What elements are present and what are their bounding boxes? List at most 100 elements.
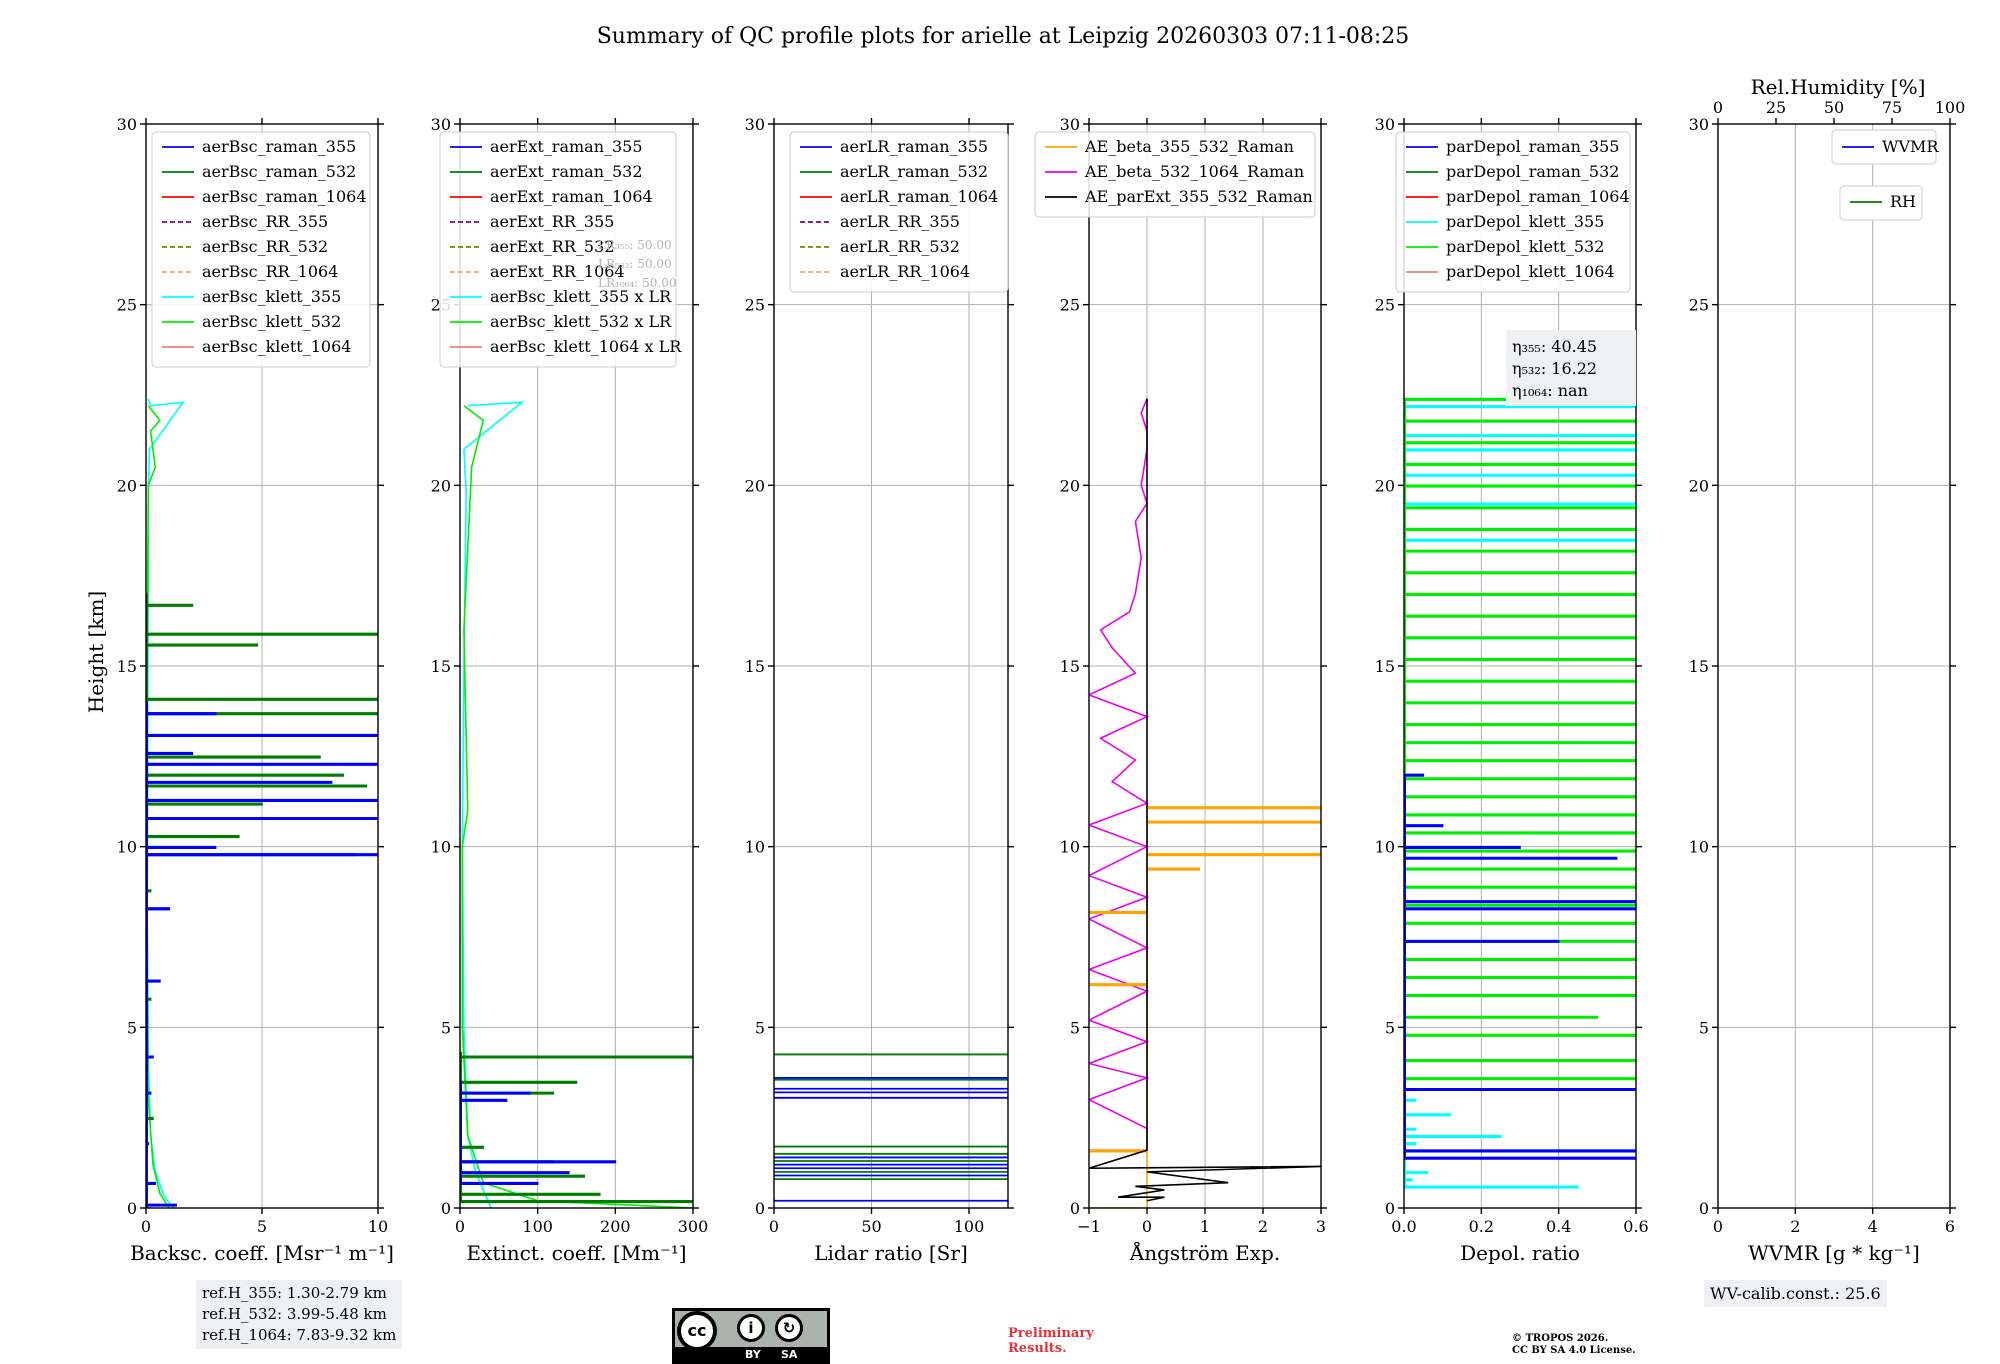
- x-tick-label-3: 2: [1258, 1217, 1268, 1236]
- cc-by-person-icon: i: [737, 1314, 765, 1342]
- wv-calib-box: WV-calib.const.: 25.6: [1704, 1280, 1887, 1307]
- x-tick-label-0: 0: [455, 1217, 465, 1236]
- legend-box-ae: [1034, 131, 1316, 218]
- lr-note-2: LR₁₀₆₄: 50.00: [598, 276, 676, 290]
- legend-label-2: aerExt_raman_1064: [490, 187, 653, 206]
- series-group-dep: [1404, 397, 1636, 1189]
- series-parDepol_klett_532: [1404, 397, 1636, 1081]
- x-tick-label-2: 10: [368, 1217, 388, 1236]
- y-tick-label-3: 15: [745, 657, 765, 676]
- y-tick-label-4: 20: [1060, 476, 1080, 495]
- figure-title: Summary of QC profile plots for arielle …: [597, 24, 1410, 49]
- top-x-axis-label: Rel.Humidity [%]: [1751, 75, 1926, 99]
- legend-label-6: aerBsc_klett_355: [202, 287, 341, 306]
- y-tick-label-5: 25: [1060, 296, 1080, 315]
- y-tick-label-2: 10: [1689, 838, 1709, 857]
- series-aerExt_raman_355: [460, 1080, 617, 1186]
- y-tick-label-5: 25: [117, 296, 137, 315]
- legend-label-2: aerBsc_raman_1064: [202, 187, 367, 206]
- x-axis-label-lr: Lidar ratio [Sr]: [814, 1241, 968, 1265]
- top-x-tick-label-4: 100: [1935, 98, 1966, 117]
- legend-label-7: aerBsc_klett_532 x LR: [490, 312, 672, 331]
- y-tick-label-0: 0: [1385, 1199, 1395, 1218]
- y-tick-label-5: 25: [1375, 296, 1395, 315]
- legend-label-0: aerBsc_raman_355: [202, 137, 356, 156]
- x-tick-label-3: 0.6: [1623, 1217, 1648, 1236]
- legend-label-2: AE_parExt_355_532_Raman: [1084, 187, 1313, 206]
- y-tick-label-1: 5: [441, 1018, 451, 1037]
- legend-label-6: aerBsc_klett_355 x LR: [490, 287, 672, 306]
- y-tick-label-4: 20: [431, 476, 451, 495]
- x-tick-label-2: 4: [1868, 1217, 1878, 1236]
- eta-label-0: η₃₅₅: 40.45: [1512, 337, 1597, 356]
- legend-label-3: aerExt_RR_355: [490, 212, 614, 231]
- series-AE_beta_532_1064_Raman: [1089, 398, 1150, 1151]
- y-tick-label-3: 15: [1375, 657, 1395, 676]
- y-tick-label-3: 15: [431, 657, 451, 676]
- legend-box-rh: [1839, 185, 1923, 221]
- cc-by-label: BY: [745, 1348, 761, 1361]
- y-tick-label-3: 15: [1689, 657, 1709, 676]
- x-tick-label-1: 100: [522, 1217, 553, 1236]
- wv-calib-const: WV-calib.const.: 25.6: [1710, 1284, 1881, 1303]
- legend-label-1: aerLR_raman_532: [840, 162, 988, 181]
- legend-lr: aerLR_raman_355 aerLR_raman_532 aerLR_rama…: [789, 131, 1009, 293]
- cc-sa-share-icon: ↻: [775, 1314, 803, 1342]
- legend-label-4: aerExt_RR_532: [490, 237, 614, 256]
- legend-label-3: parDepol_klett_355: [1446, 212, 1604, 231]
- y-tick-label-1: 5: [1070, 1018, 1080, 1037]
- y-tick-label-0: 0: [127, 1199, 137, 1218]
- panel-lr: 0 50 100 0 5 10 15 20 25 30 Lidar ratio [Sr] aerLR_…: [745, 115, 1014, 1265]
- x-axis-label-bsc: Backsc. coeff. [Msr⁻¹ m⁻¹]: [130, 1241, 394, 1265]
- y-axis-label: Height [km]: [84, 591, 108, 713]
- y-tick-label-1: 5: [1385, 1018, 1395, 1037]
- y-tick-label-4: 20: [1689, 476, 1709, 495]
- cc-license-badge: cc i ↻ BY SA: [672, 1308, 830, 1364]
- series-parDepol_klett_355: [1404, 397, 1636, 1189]
- lr-note-1: LR₅₃₂: 50.00: [598, 257, 672, 271]
- legend-label-4: parDepol_klett_532: [1446, 237, 1604, 256]
- x-tick-label-0: 0.0: [1391, 1217, 1416, 1236]
- legend-ext: aerExt_raman_355 aerExt_raman_532 aerExt_r…: [439, 131, 682, 368]
- series-aerBsc_raman_355: [146, 701, 378, 1208]
- x-tick-label-3: 6: [1945, 1217, 1955, 1236]
- preliminary-note: Preliminary Results.: [1008, 1326, 1094, 1356]
- y-tick-label-6: 30: [1375, 115, 1395, 134]
- legend-label-4: aerLR_RR_532: [840, 237, 960, 256]
- y-tick-label-6: 30: [431, 115, 451, 134]
- legend-box-dep: [1395, 131, 1631, 293]
- y-tick-label-0: 0: [441, 1199, 451, 1218]
- eta-box: [1506, 330, 1636, 406]
- x-tick-label-2: 100: [954, 1217, 985, 1236]
- legend-label-3: aerLR_RR_355: [840, 212, 960, 231]
- x-tick-label-3: 300: [678, 1217, 709, 1236]
- cc-sa-label: SA: [781, 1348, 798, 1361]
- series-aerBsc_klett_532: [146, 405, 170, 1208]
- y-tick-label-6: 30: [745, 115, 765, 134]
- x-tick-label-0: 0: [769, 1217, 779, 1236]
- copyright-line-1: © TROPOS 2026.: [1512, 1333, 1609, 1344]
- ref-height-355: ref.H_355: 1.30-2.79 km: [202, 1284, 387, 1302]
- y-tick-label-3: 15: [1060, 657, 1080, 676]
- legend-dep: parDepol_raman_355 parDepol_raman_532 parD…: [1395, 131, 1631, 293]
- ref-height-532: ref.H_532: 3.99-5.48 km: [202, 1305, 387, 1323]
- x-tick-label-1: 5: [257, 1217, 267, 1236]
- x-tick-label-4: 3: [1316, 1217, 1326, 1236]
- x-tick-label-1: 50: [861, 1217, 881, 1236]
- y-tick-label-0: 0: [1070, 1199, 1080, 1218]
- legend-rh: RH: [1839, 185, 1923, 221]
- y-tick-label-0: 0: [1699, 1199, 1709, 1218]
- legend-label-wvmr: WVMR: [1882, 137, 1939, 156]
- y-tick-label-0: 0: [755, 1199, 765, 1218]
- legend-label-2: aerLR_raman_1064: [840, 187, 998, 206]
- y-tick-label-4: 20: [1375, 476, 1395, 495]
- x-tick-label-0: 0: [1713, 1217, 1723, 1236]
- legend-label-1: parDepol_raman_532: [1446, 162, 1619, 181]
- lr-note-0: LR₃₅₅: 50.00: [598, 238, 672, 252]
- x-tick-label-0: −1: [1077, 1217, 1101, 1236]
- series-parDepol_raman_355: [1404, 773, 1636, 1160]
- legend-wvmr: WVMR: [1831, 129, 1939, 165]
- legend-box-bsc: [151, 131, 371, 368]
